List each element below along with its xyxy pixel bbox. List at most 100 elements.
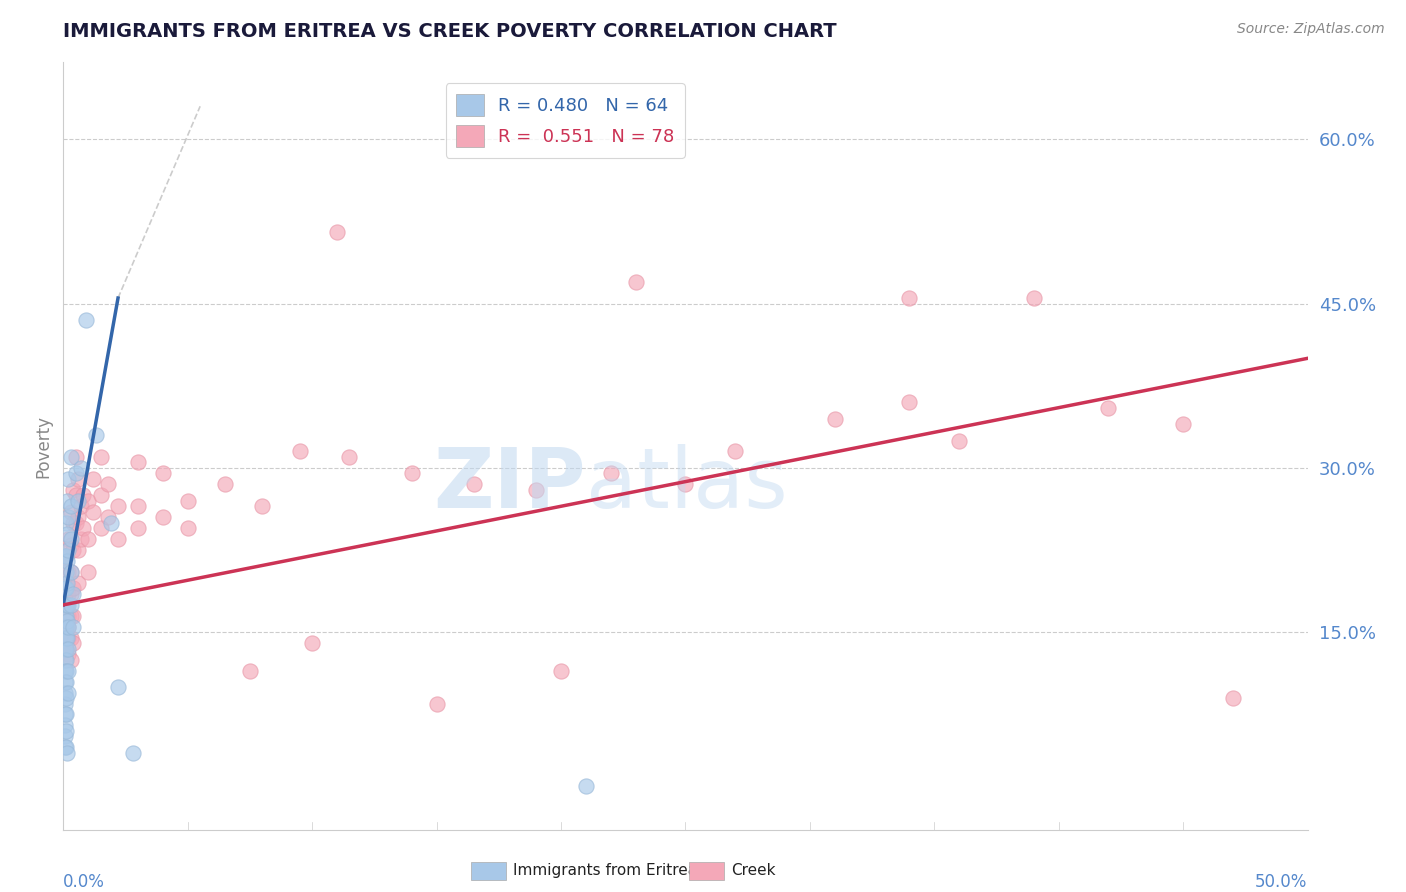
Point	[675, 477, 697, 491]
Point	[301, 636, 323, 650]
Point	[53, 549, 76, 563]
Point	[239, 664, 262, 678]
Point	[84, 428, 107, 442]
Point	[53, 631, 76, 645]
Point	[55, 691, 77, 706]
Point	[53, 641, 76, 656]
Point	[55, 608, 77, 623]
Point	[53, 587, 76, 601]
Point	[77, 565, 100, 579]
Point	[62, 543, 84, 558]
Text: Source: ZipAtlas.com: Source: ZipAtlas.com	[1237, 22, 1385, 37]
Point	[55, 641, 77, 656]
Point	[72, 488, 94, 502]
Point	[55, 598, 77, 612]
Point	[55, 723, 77, 738]
Point	[107, 680, 129, 694]
Point	[67, 576, 90, 591]
Point	[948, 434, 970, 448]
Point	[58, 631, 80, 645]
Point	[75, 313, 97, 327]
Point	[53, 620, 76, 634]
Point	[62, 587, 84, 601]
Point	[575, 779, 598, 793]
Point	[53, 674, 76, 689]
Point	[59, 565, 82, 579]
Point	[463, 477, 485, 491]
Point	[62, 516, 84, 530]
Point	[53, 608, 76, 623]
Point	[56, 526, 79, 541]
Point	[58, 620, 80, 634]
Point	[58, 532, 80, 546]
Point	[214, 477, 236, 491]
Point	[58, 598, 80, 612]
Point	[67, 472, 90, 486]
Point	[62, 608, 84, 623]
Point	[59, 500, 82, 514]
Point	[56, 615, 79, 629]
Point	[107, 500, 129, 514]
Point	[58, 664, 80, 678]
Point	[898, 395, 921, 409]
Point	[59, 538, 82, 552]
Point	[53, 707, 76, 722]
Point	[898, 291, 921, 305]
Point	[58, 641, 80, 656]
Point	[53, 608, 76, 623]
Point	[58, 472, 80, 486]
Point	[1022, 291, 1045, 305]
Point	[56, 493, 79, 508]
Point	[53, 740, 76, 755]
Point	[55, 516, 77, 530]
Point	[55, 608, 77, 623]
Point	[127, 500, 149, 514]
Text: IMMIGRANTS FROM ERITREA VS CREEK POVERTY CORRELATION CHART: IMMIGRANTS FROM ERITREA VS CREEK POVERTY…	[63, 22, 837, 41]
Point	[55, 549, 77, 563]
Point	[288, 444, 311, 458]
Point	[56, 554, 79, 568]
Point	[67, 510, 90, 524]
Point	[58, 510, 80, 524]
Point	[97, 477, 120, 491]
Point	[56, 746, 79, 760]
Text: Creek: Creek	[731, 863, 776, 878]
Point	[56, 631, 79, 645]
Point	[59, 608, 82, 623]
Point	[59, 565, 82, 579]
Point	[55, 740, 77, 755]
Point	[426, 697, 449, 711]
Point	[62, 636, 84, 650]
Point	[67, 493, 90, 508]
Text: 0.0%: 0.0%	[63, 873, 105, 891]
Point	[62, 483, 84, 497]
Point	[55, 576, 77, 591]
Point	[127, 521, 149, 535]
Point	[59, 587, 82, 601]
Point	[59, 653, 82, 667]
Point	[177, 493, 200, 508]
Point	[55, 582, 77, 596]
Point	[55, 707, 77, 722]
Point	[59, 450, 82, 464]
Point	[53, 598, 76, 612]
Point	[69, 532, 91, 546]
Point	[55, 631, 77, 645]
Point	[824, 411, 846, 425]
Point	[252, 500, 274, 514]
Point	[177, 521, 200, 535]
Point	[72, 521, 94, 535]
Point	[524, 483, 547, 497]
Text: 50.0%: 50.0%	[1256, 873, 1308, 891]
Point	[100, 516, 122, 530]
Point	[1173, 417, 1195, 431]
Point	[62, 620, 84, 634]
Point	[65, 467, 87, 481]
Point	[97, 510, 120, 524]
Point	[77, 493, 100, 508]
Point	[1222, 691, 1244, 706]
Point	[724, 444, 747, 458]
Point	[59, 598, 82, 612]
Point	[599, 467, 621, 481]
Point	[55, 598, 77, 612]
